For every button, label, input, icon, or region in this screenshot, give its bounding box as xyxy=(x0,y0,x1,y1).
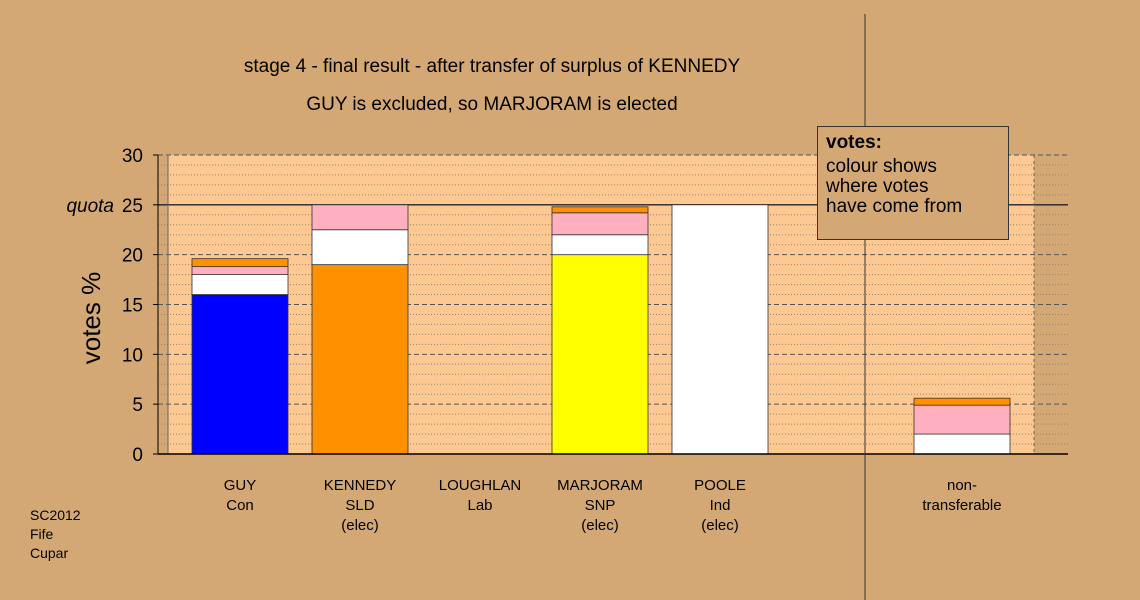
bar-segment xyxy=(913,397,1011,406)
x-tick-label: (elec) xyxy=(701,517,739,534)
chart-title: stage 4 - final result - after transfer … xyxy=(244,56,741,77)
x-tick-label: LOUGHLAN xyxy=(439,477,522,494)
legend-box: votes: colour shows where votes have com… xyxy=(817,126,1009,240)
x-tick-label: (elec) xyxy=(341,517,379,534)
footnote: SC2012 Fife Cupar xyxy=(30,506,81,563)
y-tick-label: 10 xyxy=(122,345,143,366)
bar-segment xyxy=(913,433,1011,455)
y-tick-label: 25 xyxy=(122,196,143,217)
bar-segment xyxy=(551,206,649,214)
legend-title: votes: xyxy=(826,132,882,153)
y-tick-label: 5 xyxy=(132,395,143,416)
legend-text: colour shows where votes have come from xyxy=(826,156,963,217)
bar-segment xyxy=(191,258,289,268)
bar-segment xyxy=(311,264,409,455)
y-axis-label: votes % xyxy=(76,272,106,365)
x-tick-label: KENNEDY xyxy=(324,477,397,494)
bar-segment xyxy=(311,204,409,231)
x-tick-label: SNP xyxy=(585,497,616,514)
y-tick-label: 0 xyxy=(132,445,143,466)
bar-segment xyxy=(913,404,1011,435)
footnote-line: Fife xyxy=(30,526,54,542)
x-tick-label: Lab xyxy=(467,497,492,514)
y-tick-label: 30 xyxy=(122,146,143,167)
x-tick-label: Con xyxy=(226,497,254,514)
quota-label: quota xyxy=(66,196,114,217)
footnote-line: Cupar xyxy=(30,545,69,561)
bar-segment xyxy=(551,234,649,256)
bar-segment xyxy=(191,266,289,276)
x-tick-label: Ind xyxy=(710,497,731,514)
y-tick-label: 15 xyxy=(122,296,143,317)
x-tick-label: transferable xyxy=(922,497,1001,514)
bar-segment xyxy=(191,274,289,295)
bar-segment xyxy=(671,204,769,455)
x-tick-label: SLD xyxy=(345,497,374,514)
bar-segment xyxy=(551,254,649,455)
x-tick-label: GUY xyxy=(224,477,257,494)
y-tick-label: 20 xyxy=(122,246,143,267)
chart-subtitle: GUY is excluded, so MARJORAM is elected xyxy=(306,94,677,115)
bar-segment xyxy=(551,212,649,236)
footnote-line: SC2012 xyxy=(30,507,81,523)
bar-segment xyxy=(311,229,409,266)
x-tick-label: non- xyxy=(947,477,977,494)
x-tick-label: POOLE xyxy=(694,477,746,494)
x-tick-label: (elec) xyxy=(581,517,619,534)
bar-segment xyxy=(191,294,289,455)
x-tick-label: MARJORAM xyxy=(557,477,643,494)
